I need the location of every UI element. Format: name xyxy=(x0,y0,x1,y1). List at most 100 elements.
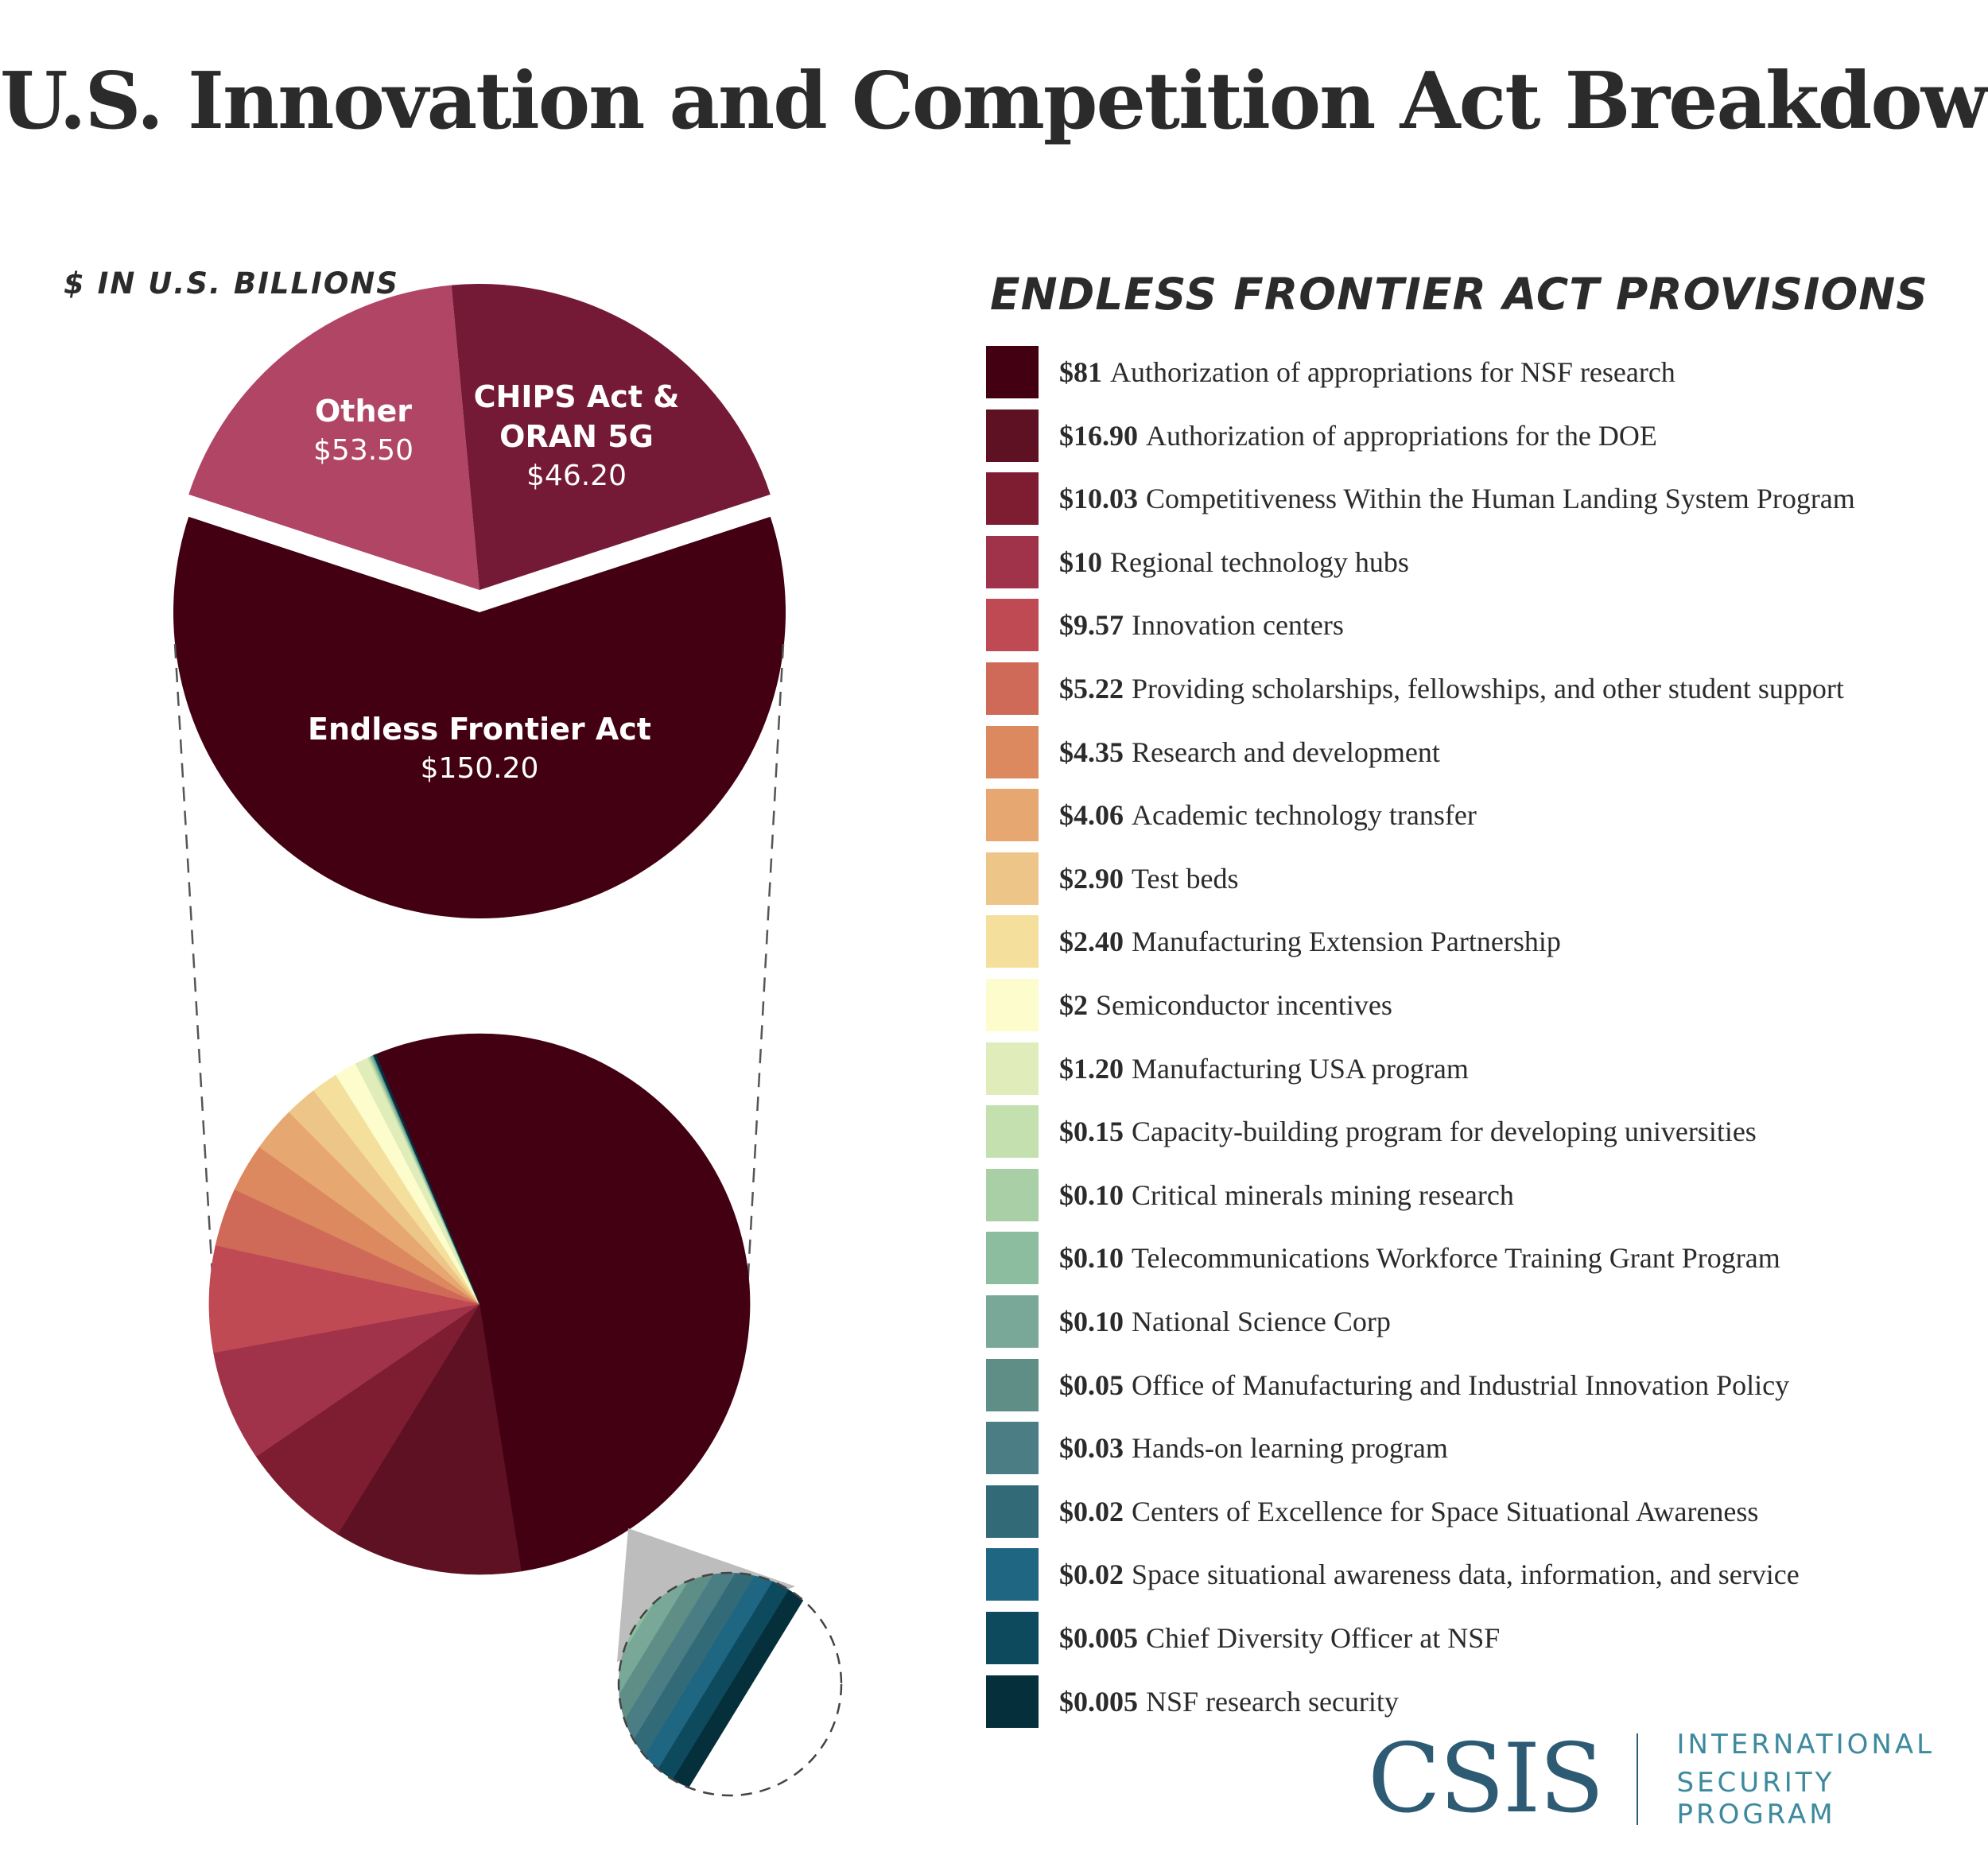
legend-swatch xyxy=(986,915,1039,968)
legend-item: $9.57 Innovation centers xyxy=(986,599,1344,652)
slice-endless-frontier-act xyxy=(173,516,786,918)
connector-line-right xyxy=(746,643,785,1289)
legend-item: $0.03 Hands-on learning program xyxy=(986,1422,1448,1475)
zoom-connector-lines xyxy=(173,643,785,1289)
legend-item: $2.40 Manufacturing Extension Partnership xyxy=(986,915,1561,968)
legend-amount: $9.57 xyxy=(1059,609,1124,642)
legend-item: $4.06 Academic technology transfer xyxy=(986,789,1477,842)
legend-text: $2 Semiconductor incentives xyxy=(1059,988,1392,1022)
legend-amount: $1.20 xyxy=(1059,1052,1124,1085)
endless-frontier-value: $150.20 xyxy=(421,752,539,785)
endless-frontier-label: Endless Frontier Act xyxy=(308,712,651,747)
legend-swatch xyxy=(986,1612,1039,1664)
chips-label: CHIPS Act & ORAN 5G xyxy=(474,379,680,454)
legend-text: $0.005 NSF research security xyxy=(1059,1685,1399,1718)
legend-item: $10 Regional technology hubs xyxy=(986,535,1409,588)
legend-item: $0.005 NSF research security xyxy=(986,1675,1399,1728)
legend-label: Capacity-building program for developing… xyxy=(1132,1116,1757,1148)
program-name: INTERNATIONAL SECURITY PROGRAM xyxy=(1676,1729,1988,1830)
provision-slice-authorization-of-appropriations-for-the-doe xyxy=(337,1303,522,1575)
slice-other xyxy=(451,283,771,590)
provision-slice-innovation-centers xyxy=(208,1244,480,1353)
legend-amount: $2 xyxy=(1059,989,1088,1021)
legend-label: Centers of Excellence for Space Situatio… xyxy=(1132,1495,1759,1527)
legend-swatch xyxy=(986,725,1039,778)
legend-amount: $4.06 xyxy=(1059,799,1124,832)
legend-swatch xyxy=(986,409,1039,462)
connector-line-left xyxy=(173,643,215,1289)
legend-item: $4.35 Research and development xyxy=(986,725,1440,778)
legend-amount: $0.05 xyxy=(1059,1368,1124,1401)
provision-slice-competitiveness-within-the-human-landing-system-program xyxy=(255,1303,480,1535)
legend-amount: $10.03 xyxy=(1059,483,1138,515)
legend-item: $0.02 Space situational awareness data, i… xyxy=(986,1548,1800,1601)
pie-charts: Other $53.50 CHIPS Act & ORAN 5G $46.20 Endle… xyxy=(173,283,843,1797)
legend-label: Semiconductor incentives xyxy=(1096,989,1392,1021)
legend-text: $9.57 Innovation centers xyxy=(1059,608,1344,642)
legend-text: $0.15 Capacity-building program for devel… xyxy=(1059,1115,1757,1148)
legend-swatch xyxy=(986,1422,1039,1475)
legend-swatch xyxy=(986,599,1039,652)
legend-text: $0.02 Centers of Excellence for Space Sit… xyxy=(1059,1495,1758,1528)
legend-label: Telecommunications Workforce Training Gr… xyxy=(1132,1242,1780,1275)
legend-label: Research and development xyxy=(1132,736,1440,768)
legend-text: $0.10 National Science Corp xyxy=(1059,1305,1391,1338)
legend-swatch xyxy=(986,789,1039,842)
page-title: U.S. Innovation and Competition Act Brea… xyxy=(0,56,1988,147)
legend-swatch xyxy=(986,1358,1039,1411)
legend-amount: $81 xyxy=(1059,356,1102,388)
legend-swatch xyxy=(986,472,1039,526)
legend-swatch xyxy=(986,1105,1039,1159)
program-line-2: SECURITY PROGRAM xyxy=(1676,1766,1836,1830)
legend-item: $0.05 Office of Manufacturing and Industr… xyxy=(986,1358,1789,1411)
legend-amount: $0.10 xyxy=(1059,1178,1124,1211)
zoom-slice-chief-diversity-officer-at-nsf xyxy=(631,1573,829,1795)
legend-amount: $4.35 xyxy=(1059,736,1124,768)
chips-value: $46.20 xyxy=(526,460,627,492)
legend-swatch xyxy=(986,979,1039,1031)
legend-amount: $16.90 xyxy=(1059,419,1138,452)
legend-swatch xyxy=(986,1548,1039,1601)
legend-swatch xyxy=(986,1168,1039,1221)
legend-amount: $0.005 xyxy=(1059,1685,1138,1718)
legend-text: $16.90 Authorization of appropriations fo… xyxy=(1059,419,1657,452)
legend-text: $4.35 Research and development xyxy=(1059,736,1440,769)
legend-amount: $0.02 xyxy=(1059,1495,1124,1527)
legend-item: $0.02 Centers of Excellence for Space Sit… xyxy=(986,1485,1758,1538)
legend-item: $0.10 Critical minerals mining research xyxy=(986,1168,1514,1221)
zoom-circle-outline xyxy=(617,1571,843,1797)
main-pie: Other $53.50 CHIPS Act & ORAN 5G $46.20 Endle… xyxy=(173,283,786,918)
legend-label: Critical minerals mining research xyxy=(1132,1178,1514,1211)
legend-swatch xyxy=(986,1485,1039,1538)
legend-swatch xyxy=(986,535,1039,588)
legend-item: $0.10 Telecommunications Workforce Traini… xyxy=(986,1232,1780,1285)
legend-text: $0.10 Critical minerals mining research xyxy=(1059,1178,1514,1212)
legend-label: Space situational awareness data, inform… xyxy=(1132,1559,1800,1591)
zoom-slice-office-of-manufacturing-and-industrial-innovation-policy xyxy=(619,1573,744,1795)
legend-text: $0.10 Telecommunications Workforce Traini… xyxy=(1059,1241,1780,1275)
legend-label: National Science Corp xyxy=(1132,1306,1391,1337)
legend-label: Hands-on learning program xyxy=(1132,1432,1448,1465)
legend-label: Academic technology transfer xyxy=(1132,799,1477,832)
legend-item: $2 Semiconductor incentives xyxy=(986,979,1392,1031)
legend-title: ENDLESS FRONTIER ACT PROVISIONS xyxy=(990,269,1928,320)
provision-slice-regional-technology-hubs xyxy=(213,1303,480,1458)
zoom-slice-centers-of-excellence-for-space-situational-awareness xyxy=(619,1573,786,1795)
legend-item: $10.03 Competitiveness Within the Human L… xyxy=(986,472,1855,526)
legend-text: $0.02 Space situational awareness data, i… xyxy=(1059,1558,1800,1591)
legend-item: $1.20 Manufacturing USA program xyxy=(986,1042,1469,1095)
legend-label: NSF research security xyxy=(1146,1685,1399,1718)
legend-item: $0.005 Chief Diversity Officer at NSF xyxy=(986,1612,1500,1664)
zoom-slice-hands-on-learning-program xyxy=(619,1573,765,1795)
legend-swatch xyxy=(986,1675,1039,1728)
legend-swatch xyxy=(986,852,1039,905)
zoom-slice-national-science-corp xyxy=(619,1573,723,1795)
endless-frontier-pie xyxy=(208,1033,751,1575)
other-value: $53.50 xyxy=(313,434,414,467)
legend-item: $0.15 Capacity-building program for devel… xyxy=(986,1105,1757,1159)
csis-logo: CSIS INTERNATIONAL SECURITY PROGRAM xyxy=(1368,1729,1988,1830)
legend-amount: $0.03 xyxy=(1059,1432,1124,1465)
legend-swatch xyxy=(986,1232,1039,1285)
legend-amount: $0.15 xyxy=(1059,1116,1124,1148)
legend-label: Regional technology hubs xyxy=(1110,545,1409,578)
